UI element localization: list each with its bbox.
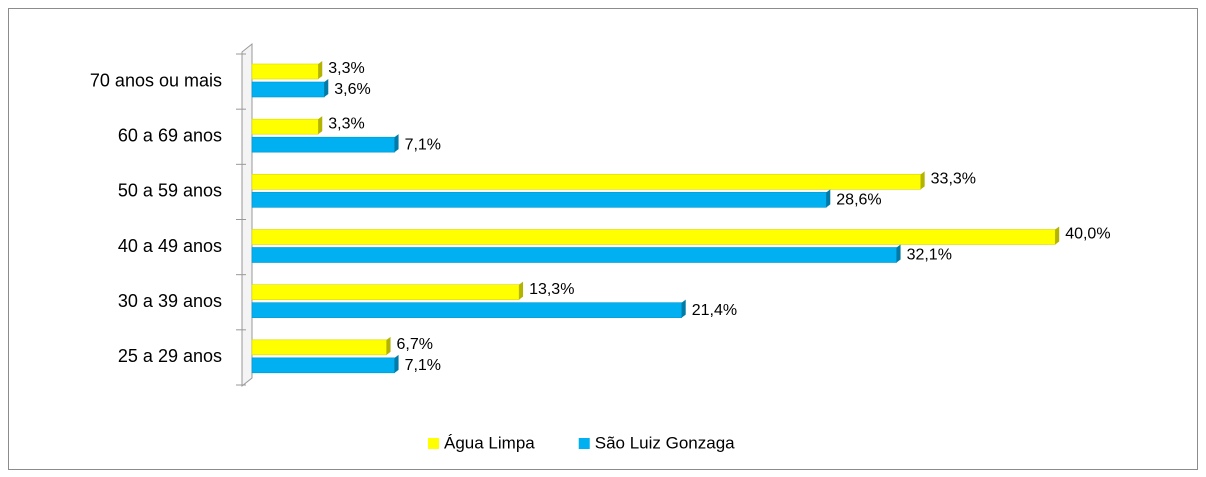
bar [251, 174, 921, 190]
y-tick-label: 60 a 69 anos [118, 126, 222, 146]
bar-cap [920, 171, 925, 190]
bar-cap [896, 244, 901, 263]
y-tick-label: 25 a 29 anos [118, 346, 222, 366]
bar [251, 247, 897, 263]
y-tick-label: 70 anos ou mais [90, 70, 222, 90]
bar-cap [519, 281, 524, 300]
bar-cap [394, 354, 399, 373]
bar [251, 302, 683, 318]
bar-cap [1055, 226, 1060, 245]
bar-cap [386, 336, 391, 355]
legend-label: São Luiz Gonzaga [595, 433, 735, 452]
data-label: 3,6% [334, 81, 370, 98]
y-tick-label: 30 a 39 anos [118, 291, 222, 311]
data-label: 6,7% [397, 336, 433, 353]
bar [251, 136, 395, 153]
bar-cap [826, 189, 831, 208]
y-tick-label: 40 a 49 anos [118, 236, 222, 256]
bar-cap [324, 79, 329, 97]
bar-cap [318, 116, 323, 135]
legend-label: Água Limpa [444, 433, 535, 452]
bar-cap [681, 299, 686, 318]
data-label: 32,1% [907, 247, 952, 264]
bar [251, 81, 325, 98]
bar-cap [318, 61, 323, 79]
axis-wall [241, 42, 253, 388]
bar [251, 63, 319, 80]
data-label: 40,0% [1065, 226, 1110, 243]
data-label: 7,1% [405, 357, 441, 374]
legend-swatch [428, 438, 439, 449]
bar [251, 192, 827, 208]
data-label: 33,3% [931, 171, 976, 188]
data-label: 7,1% [405, 136, 441, 153]
bar [251, 118, 319, 135]
y-tick-label: 50 a 59 anos [118, 181, 222, 201]
data-label: 3,3% [328, 60, 364, 77]
bar [251, 229, 1056, 245]
bar [251, 339, 387, 356]
bar [251, 284, 520, 300]
bar-cap [394, 134, 399, 153]
bar [251, 357, 395, 374]
legend-swatch [578, 438, 590, 449]
data-label: 28,6% [836, 192, 881, 209]
data-label: 3,3% [328, 115, 364, 132]
data-label: 13,3% [529, 281, 574, 298]
data-label: 21,4% [692, 302, 737, 319]
